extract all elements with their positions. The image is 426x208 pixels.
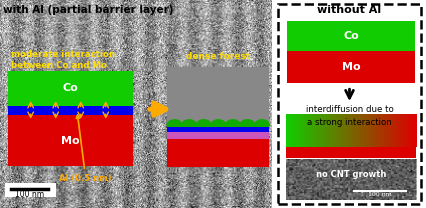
Bar	[167, 139, 269, 167]
Polygon shape	[167, 120, 182, 126]
Polygon shape	[225, 120, 240, 126]
Text: Co: Co	[343, 31, 358, 41]
Text: 100 nm: 100 nm	[367, 192, 391, 197]
Bar	[8, 106, 133, 115]
Bar	[287, 51, 414, 83]
Bar	[287, 21, 414, 51]
Bar	[167, 132, 269, 139]
Text: Co: Co	[63, 83, 78, 93]
Bar	[8, 71, 133, 106]
FancyBboxPatch shape	[278, 4, 420, 204]
Text: Al (0.5 nm): Al (0.5 nm)	[59, 115, 112, 183]
Polygon shape	[239, 120, 254, 126]
Bar	[6, 183, 56, 197]
Text: without Al: without Al	[317, 5, 381, 15]
Bar	[167, 125, 269, 127]
Text: no CNT growth: no CNT growth	[315, 170, 386, 179]
Text: Mo: Mo	[341, 62, 360, 72]
Bar	[8, 115, 133, 166]
Bar	[167, 67, 269, 167]
Bar	[285, 159, 415, 200]
Polygon shape	[196, 120, 211, 126]
Text: interdiffusion due to
a strong interaction: interdiffusion due to a strong interacti…	[305, 105, 392, 126]
Bar	[285, 147, 415, 158]
Polygon shape	[210, 120, 225, 126]
Text: Mo: Mo	[61, 136, 80, 146]
Text: with Al (partial barrier layer): with Al (partial barrier layer)	[3, 5, 173, 15]
Text: dense forest: dense forest	[186, 52, 250, 61]
Polygon shape	[181, 120, 196, 126]
Text: moderate interaction
between Co and Mo: moderate interaction between Co and Mo	[11, 50, 115, 70]
Polygon shape	[254, 120, 269, 126]
Bar	[167, 126, 269, 132]
Text: 100 nm: 100 nm	[14, 190, 44, 199]
